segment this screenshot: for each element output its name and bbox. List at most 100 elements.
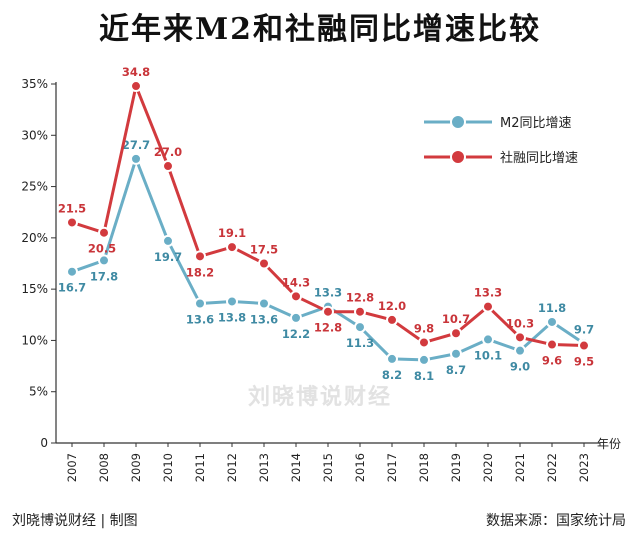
y-tick-label: 15% bbox=[21, 282, 48, 296]
footer-source: 数据来源：国家统计局 bbox=[486, 513, 626, 529]
data-label-m2: 12.2 bbox=[282, 327, 310, 341]
y-tick-label: 25% bbox=[21, 180, 48, 194]
data-label-m2: 11.3 bbox=[346, 336, 374, 350]
x-tick-label: 2011 bbox=[193, 453, 207, 482]
data-label-m2: 13.3 bbox=[314, 286, 342, 300]
x-tick-label: 2016 bbox=[353, 453, 367, 482]
data-point-m2 bbox=[354, 321, 366, 334]
x-tick-label: 2007 bbox=[65, 453, 79, 482]
legend-label: 社融同比增速 bbox=[500, 150, 578, 166]
data-label-m2: 8.2 bbox=[382, 368, 402, 382]
data-point-m2 bbox=[162, 234, 174, 247]
data-label-m2: 13.6 bbox=[250, 313, 278, 327]
data-label-m2: 8.1 bbox=[414, 369, 434, 383]
data-label-social-financing: 10.3 bbox=[506, 316, 534, 330]
data-label-social-financing: 12.0 bbox=[378, 299, 406, 313]
data-label-social-financing: 9.6 bbox=[542, 354, 562, 368]
data-label-m2: 9.7 bbox=[574, 323, 594, 337]
data-point-social-financing bbox=[290, 290, 302, 303]
data-point-social-financing bbox=[386, 313, 398, 326]
data-label-social-financing: 34.8 bbox=[122, 65, 150, 79]
data-point-social-financing bbox=[194, 250, 206, 263]
data-label-social-financing: 12.8 bbox=[314, 321, 342, 335]
legend-label: M2同比增速 bbox=[500, 116, 572, 131]
data-point-social-financing bbox=[482, 300, 494, 313]
footer-credit: 刘晓博说财经 | 制图 bbox=[12, 513, 138, 529]
data-label-social-financing: 10.7 bbox=[442, 312, 470, 326]
watermark-text: 刘晓博说财经 bbox=[248, 384, 392, 410]
data-point-social-financing bbox=[66, 216, 78, 229]
y-tick-label: 30% bbox=[21, 128, 48, 142]
data-point-m2 bbox=[66, 265, 78, 278]
data-point-m2 bbox=[194, 297, 206, 310]
x-tick-label: 2019 bbox=[449, 453, 463, 482]
data-point-social-financing bbox=[450, 327, 462, 340]
x-tick-label: 2020 bbox=[481, 453, 495, 482]
y-tick-label: 20% bbox=[21, 231, 48, 245]
data-label-social-financing: 9.5 bbox=[574, 355, 594, 369]
x-tick-label: 2021 bbox=[513, 453, 527, 482]
data-point-social-financing bbox=[418, 336, 430, 349]
x-axis-unit-label: 年份 bbox=[597, 437, 621, 451]
data-label-m2: 19.7 bbox=[154, 250, 182, 264]
data-label-social-financing: 17.5 bbox=[250, 243, 278, 257]
data-label-social-financing: 9.8 bbox=[414, 321, 434, 335]
data-point-m2 bbox=[514, 344, 526, 357]
data-label-social-financing: 14.3 bbox=[282, 275, 310, 289]
data-point-social-financing bbox=[226, 241, 238, 254]
y-tick-label: 35% bbox=[21, 77, 48, 91]
data-label-social-financing: 13.3 bbox=[474, 286, 502, 300]
data-label-social-financing: 21.5 bbox=[58, 201, 86, 215]
data-point-m2 bbox=[258, 297, 270, 310]
y-tick-label: 10% bbox=[21, 333, 48, 347]
x-tick-label: 2017 bbox=[385, 453, 399, 482]
data-point-social-financing bbox=[98, 226, 110, 239]
x-tick-label: 2013 bbox=[257, 453, 271, 482]
data-point-social-financing bbox=[578, 339, 590, 352]
data-label-m2: 13.8 bbox=[218, 310, 246, 324]
data-label-social-financing: 20.5 bbox=[88, 242, 116, 256]
data-point-social-financing bbox=[322, 305, 334, 318]
data-point-m2 bbox=[450, 347, 462, 360]
data-point-social-financing bbox=[354, 305, 366, 318]
data-label-m2: 11.8 bbox=[538, 301, 566, 315]
data-point-m2 bbox=[418, 353, 430, 366]
data-label-m2: 13.6 bbox=[186, 313, 214, 327]
data-point-m2 bbox=[226, 295, 238, 308]
x-tick-label: 2012 bbox=[225, 453, 239, 482]
x-tick-label: 2009 bbox=[129, 453, 143, 482]
x-tick-label: 2008 bbox=[97, 453, 111, 482]
y-tick-label: 0 bbox=[40, 436, 48, 450]
data-point-m2 bbox=[290, 311, 302, 324]
data-label-m2: 27.7 bbox=[122, 138, 150, 152]
data-label-social-financing: 18.2 bbox=[186, 265, 214, 279]
data-point-social-financing bbox=[514, 331, 526, 344]
data-label-m2: 10.1 bbox=[474, 348, 502, 362]
x-tick-label: 2018 bbox=[417, 453, 431, 482]
data-point-m2 bbox=[386, 352, 398, 365]
data-point-social-financing bbox=[130, 80, 142, 93]
data-point-m2 bbox=[546, 315, 558, 328]
legend-marker bbox=[450, 149, 466, 165]
data-point-social-financing bbox=[162, 160, 174, 173]
data-label-m2: 8.7 bbox=[446, 363, 466, 377]
data-point-social-financing bbox=[258, 257, 270, 270]
data-label-social-financing: 19.1 bbox=[218, 226, 246, 240]
x-tick-label: 2023 bbox=[577, 453, 591, 482]
data-point-social-financing bbox=[546, 338, 558, 351]
x-tick-label: 2010 bbox=[161, 453, 175, 482]
legend-marker bbox=[450, 114, 466, 130]
x-tick-label: 2022 bbox=[545, 453, 559, 482]
data-label-social-financing: 27.0 bbox=[154, 145, 182, 159]
data-point-m2 bbox=[130, 152, 142, 165]
data-point-m2 bbox=[482, 333, 494, 346]
data-label-m2: 9.0 bbox=[510, 360, 530, 374]
chart-title: 近年来M2和社融同比增速比较 bbox=[98, 12, 542, 47]
data-label-m2: 17.8 bbox=[90, 269, 118, 283]
x-tick-label: 2014 bbox=[289, 453, 303, 482]
y-tick-label: 5% bbox=[29, 385, 48, 399]
data-label-social-financing: 12.8 bbox=[346, 291, 374, 305]
data-point-m2 bbox=[98, 254, 110, 267]
x-tick-label: 2015 bbox=[321, 453, 335, 482]
